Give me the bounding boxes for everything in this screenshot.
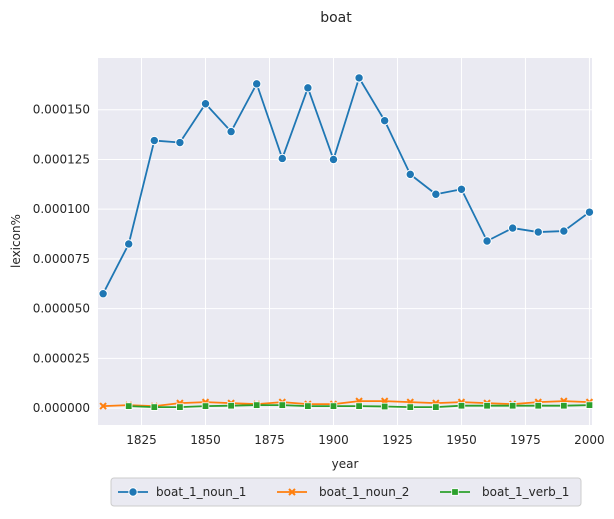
y-tick-label: 0.000125 [33, 152, 90, 166]
y-tick-label: 0.000025 [33, 351, 90, 365]
data-point [534, 402, 542, 410]
data-point [380, 402, 389, 411]
data-point [508, 402, 517, 410]
x-tick-label: 1925 [382, 433, 413, 447]
series-boat_1_noun_1 [98, 73, 595, 299]
y-axis-label: lexicon% [9, 214, 23, 268]
data-point [559, 226, 569, 236]
data-point [149, 135, 160, 146]
data-point [99, 402, 107, 410]
data-point [432, 403, 440, 411]
data-point [483, 402, 491, 410]
data-point [304, 402, 312, 410]
data-point [329, 402, 338, 410]
legend-label: boat_1_noun_2 [319, 485, 409, 499]
data-point [533, 227, 543, 237]
series-line [103, 400, 590, 408]
data-point [355, 402, 363, 410]
legend-item: boat_1_noun_1 [118, 485, 246, 499]
data-point [277, 153, 287, 164]
y-tick-labels: 0.000000 0.000025 0.000050 0.000075 0.000100… [33, 103, 90, 415]
data-point [150, 403, 159, 411]
legend-label: boat_1_noun_1 [156, 485, 246, 499]
data-point [252, 401, 261, 409]
legend-label: boat_1_verb_1 [482, 485, 569, 499]
data-point [406, 403, 414, 411]
series-layer [98, 73, 595, 411]
data-point [379, 115, 390, 126]
x-tick-label: 1825 [126, 433, 157, 447]
data-point [278, 401, 286, 409]
data-point [354, 73, 364, 83]
y-tick-label: 0.000050 [33, 302, 90, 316]
x-tick-label: 1875 [254, 433, 285, 447]
data-point [328, 154, 339, 165]
x-tick-labels: 1825 1850 1875 1900 1925 1950 1975 2000 [126, 433, 604, 447]
x-tick-label: 1950 [446, 433, 477, 447]
data-point [98, 289, 108, 299]
data-point [200, 99, 211, 109]
legend-swatch-marker [288, 488, 296, 496]
data-point [175, 137, 185, 148]
data-point [456, 184, 467, 194]
data-point [125, 402, 133, 410]
data-point [251, 79, 262, 89]
legend-item: boat_1_verb_1 [440, 485, 569, 499]
x-axis-label: year [332, 457, 359, 471]
data-point [303, 83, 313, 93]
series-boat_1_verb_1 [125, 401, 594, 411]
x-tick-label: 1975 [510, 433, 541, 447]
grid-lines [98, 58, 592, 425]
data-point [431, 189, 441, 199]
legend-swatch-marker [451, 488, 459, 496]
data-point [226, 126, 236, 137]
data-point [585, 401, 594, 409]
series-line [102, 76, 590, 295]
data-point [227, 402, 235, 410]
data-point [560, 402, 568, 410]
x-tick-label: 2000 [574, 433, 605, 447]
data-point [507, 223, 518, 233]
y-tick-label: 0.000000 [33, 401, 90, 415]
legend: boat_1_noun_1 boat_1_noun_2 boat_1_verb_1 [110, 477, 582, 507]
y-tick-label: 0.000150 [33, 103, 90, 117]
x-marker-stroke [99, 402, 107, 410]
x-tick-label: 1850 [190, 433, 221, 447]
data-point [201, 402, 210, 410]
y-tick-label: 0.000100 [33, 202, 90, 216]
data-point [405, 169, 415, 180]
legend-swatch-marker [128, 487, 138, 497]
chart-title: boat [320, 10, 352, 26]
data-point [457, 402, 466, 410]
data-point [124, 239, 134, 249]
legend-frame [110, 477, 582, 507]
x-marker-stroke [288, 488, 296, 496]
data-point [482, 236, 492, 246]
plot-background [98, 58, 592, 425]
y-tick-label: 0.000075 [33, 252, 90, 266]
data-point [176, 403, 184, 411]
data-point [584, 207, 595, 217]
x-tick-label: 1900 [318, 433, 349, 447]
legend-item: boat_1_noun_2 [277, 485, 409, 499]
